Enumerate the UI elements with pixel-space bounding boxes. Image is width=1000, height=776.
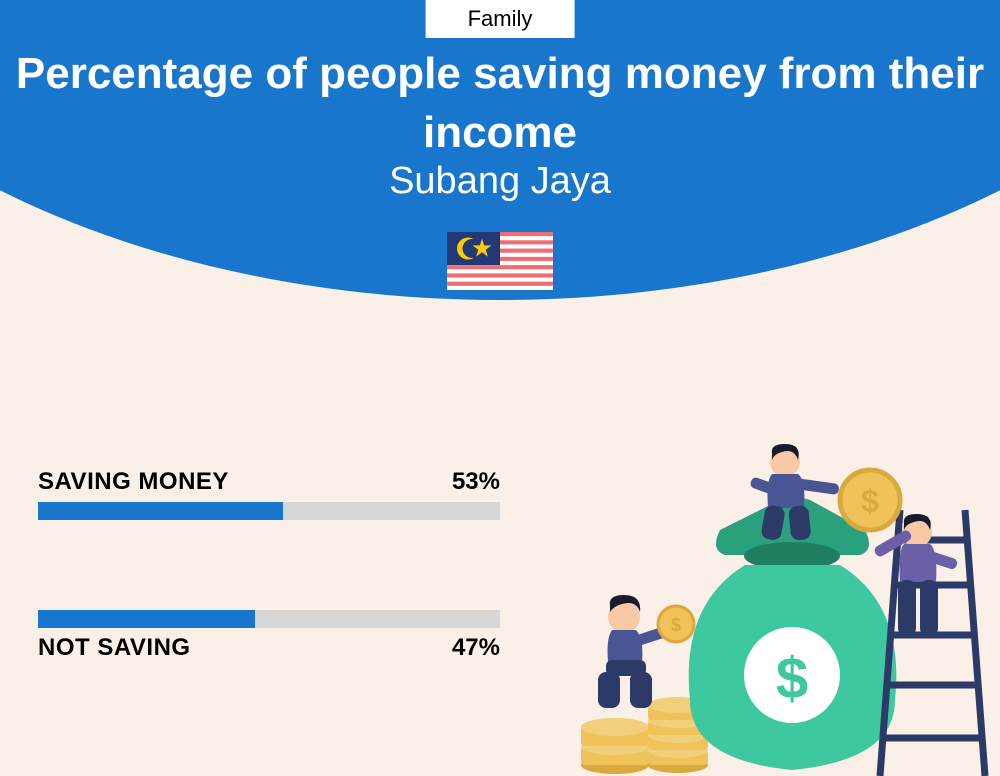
- subtitle-location: Subang Jaya: [0, 160, 1000, 203]
- bar-value: 47%: [452, 634, 500, 662]
- bar-not-saving: NOT SAVING 47%: [38, 610, 500, 662]
- bar-saving-money: SAVING MONEY 53%: [38, 468, 500, 520]
- svg-text:$: $: [671, 615, 681, 635]
- bar-labels-row: NOT SAVING 47%: [38, 634, 500, 662]
- bar-fill: [38, 610, 255, 628]
- bar-value: 53%: [452, 468, 500, 496]
- savings-illustration: $ $: [570, 440, 990, 776]
- category-badge: Family: [426, 0, 575, 38]
- bars-area: SAVING MONEY 53% NOT SAVING 47%: [38, 468, 500, 752]
- svg-text:$: $: [776, 646, 808, 711]
- bar-fill: [38, 502, 283, 520]
- badge-label: Family: [468, 6, 533, 31]
- main-title: Percentage of people saving money from t…: [0, 44, 1000, 163]
- money-bag-icon: $: [689, 498, 897, 771]
- bar-label: NOT SAVING: [38, 634, 191, 662]
- bar-track: [38, 502, 500, 520]
- bar-label: SAVING MONEY: [38, 468, 229, 496]
- coin-stack-icon: [581, 697, 708, 774]
- bar-labels-row: SAVING MONEY 53%: [38, 468, 500, 496]
- person-sitting-icon: $: [598, 595, 694, 708]
- svg-text:$: $: [861, 483, 879, 519]
- bar-track: [38, 610, 500, 628]
- malaysia-flag-icon: [447, 232, 553, 290]
